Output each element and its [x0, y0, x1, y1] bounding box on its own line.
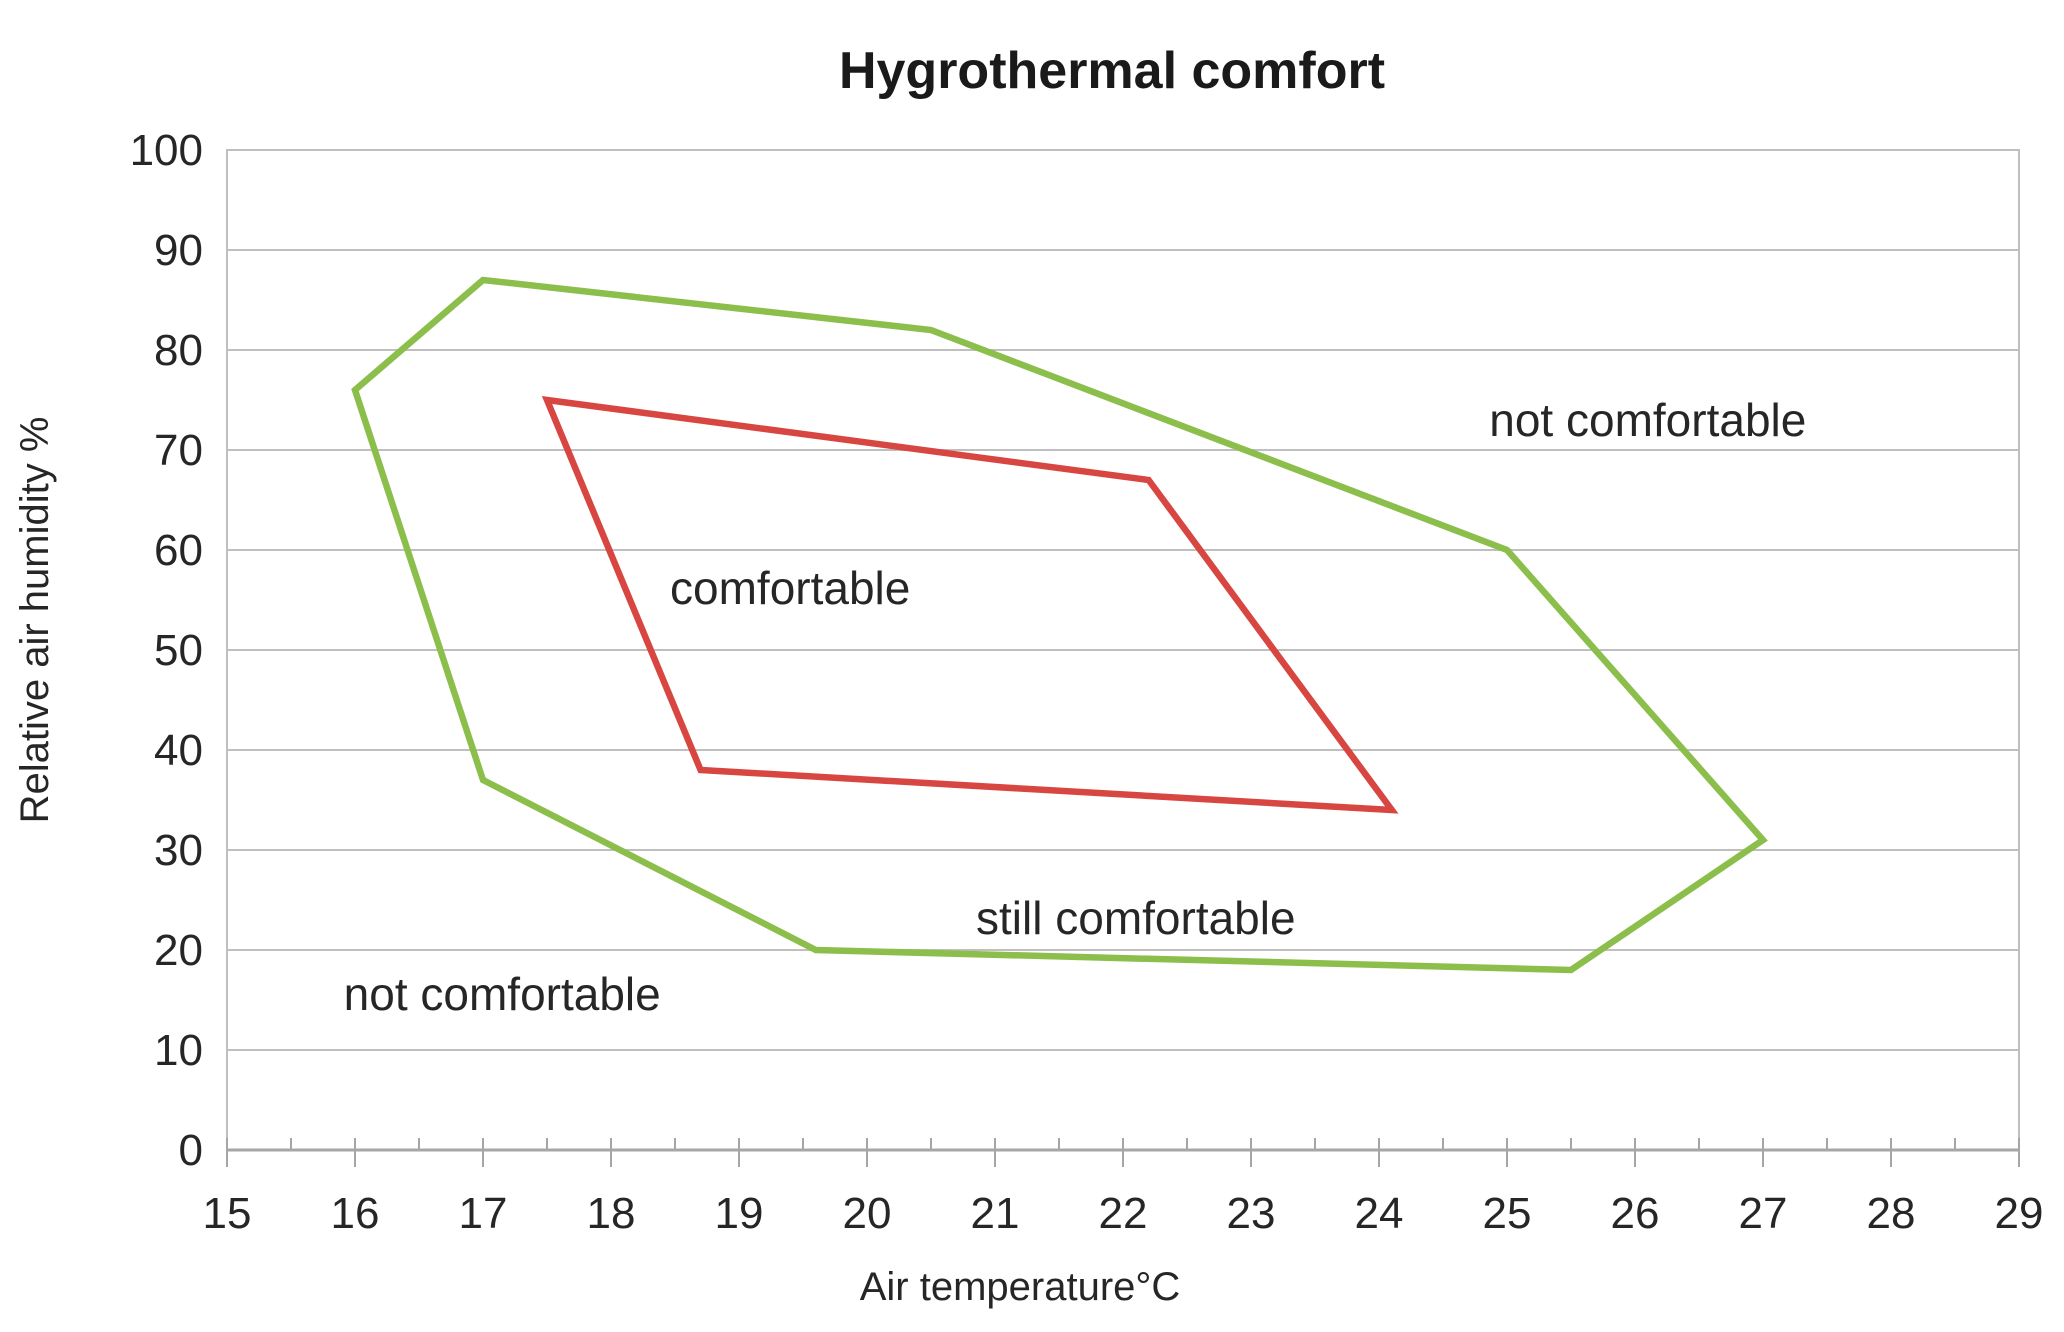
x-tick-label-28: 28	[1867, 1189, 1916, 1238]
x-tick-label-29: 29	[1995, 1189, 2044, 1238]
y-tick-label-30: 30	[154, 826, 203, 875]
x-tick-label-25: 25	[1483, 1189, 1532, 1238]
x-tick-label-23: 23	[1227, 1189, 1276, 1238]
x-tick-label-20: 20	[843, 1189, 892, 1238]
x-tick-label-24: 24	[1355, 1189, 1404, 1238]
x-tick-label-19: 19	[715, 1189, 764, 1238]
y-tick-label-50: 50	[154, 626, 203, 675]
comfortable-boundary	[541, 396, 1399, 814]
chart-title: Hygrothermal comfort	[839, 42, 1385, 100]
x-axis-title: Air temperature°C	[860, 1265, 1181, 1309]
y-tick-label-100: 100	[130, 126, 203, 175]
y-axis-title: Relative air humidity %	[13, 417, 57, 824]
x-tick-label-21: 21	[971, 1189, 1020, 1238]
x-tick-label-27: 27	[1739, 1189, 1788, 1238]
y-tick-label-10: 10	[154, 1026, 203, 1075]
x-tick-label-17: 17	[459, 1189, 508, 1238]
y-tick-label-90: 90	[154, 226, 203, 275]
x-tick-label-16: 16	[331, 1189, 380, 1238]
annotation-comfortable: comfortable	[670, 562, 910, 614]
annotation-still-comfortable: still comfortable	[976, 892, 1296, 944]
x-tick-label-26: 26	[1611, 1189, 1660, 1238]
annotation-not-comfortable-bottom-left: not comfortable	[344, 968, 661, 1020]
x-tick-label-22: 22	[1099, 1189, 1148, 1238]
annotation-not-comfortable-top-right: not comfortable	[1489, 394, 1806, 446]
y-tick-label-0: 0	[179, 1126, 203, 1175]
y-tick-label-20: 20	[154, 926, 203, 975]
x-tick-label-18: 18	[587, 1189, 636, 1238]
y-tick-label-80: 80	[154, 326, 203, 375]
still-comfortable-boundary	[351, 276, 1768, 974]
y-tick-label-60: 60	[154, 526, 203, 575]
y-tick-label-70: 70	[154, 426, 203, 475]
x-tick-label-15: 15	[203, 1189, 252, 1238]
y-tick-label-40: 40	[154, 726, 203, 775]
